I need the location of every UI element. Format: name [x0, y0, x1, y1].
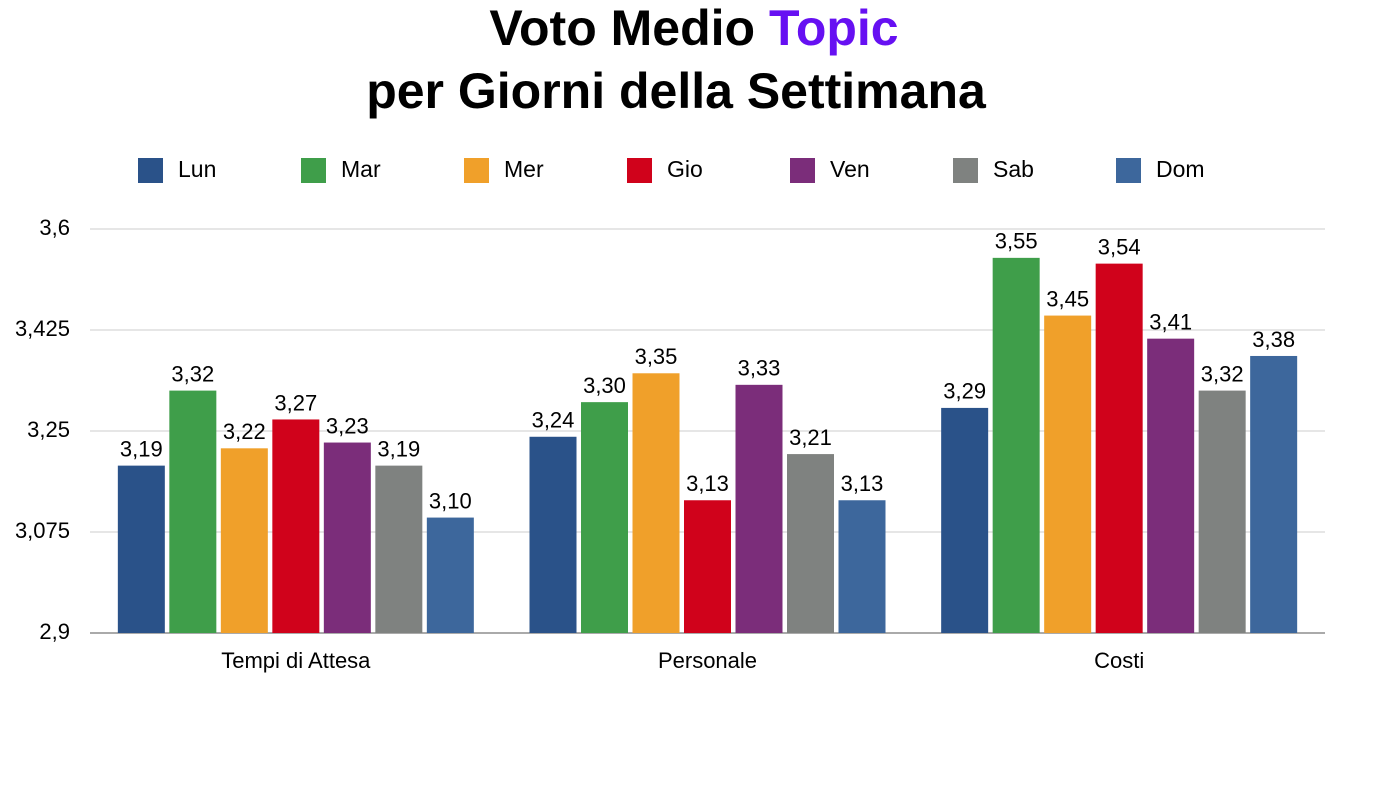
bar	[117, 465, 165, 633]
chart-subtitle: per Giorni della Settimana	[366, 63, 987, 119]
value-label: 3,45	[1046, 286, 1089, 311]
legend-label: Sab	[993, 156, 1034, 182]
x-tick-label: Costi	[1094, 648, 1144, 673]
y-tick-label: 3,425	[15, 316, 70, 341]
legend-label: Lun	[178, 156, 216, 182]
bar	[323, 442, 371, 633]
legend-swatch	[138, 158, 163, 183]
value-label: 3,13	[841, 471, 884, 496]
value-label: 3,21	[789, 425, 832, 450]
value-label: 3,24	[532, 408, 575, 433]
title-text: Voto Medio	[489, 0, 755, 56]
value-label: 3,32	[171, 361, 214, 386]
title-highlight: Topic	[769, 0, 899, 56]
value-label: 3,23	[326, 413, 369, 438]
chart-title: Voto Medio Topic	[489, 0, 898, 56]
value-label: 3,27	[274, 390, 317, 415]
y-tick-label: 3,25	[27, 417, 70, 442]
legend-swatch	[1116, 158, 1141, 183]
value-label: 3,22	[223, 419, 266, 444]
bar	[581, 402, 628, 633]
value-label: 3,32	[1201, 361, 1244, 386]
bar	[1198, 390, 1246, 633]
legend-swatch	[301, 158, 326, 183]
x-tick-label: Tempi di Attesa	[221, 648, 371, 673]
legend-label: Ven	[830, 156, 870, 182]
bar	[1147, 338, 1195, 633]
y-tick-label: 3,6	[39, 215, 70, 240]
legend-swatch	[627, 158, 652, 183]
bar	[1044, 315, 1092, 633]
legend-label: Dom	[1156, 156, 1205, 182]
bar	[375, 465, 423, 633]
value-label: 3,55	[995, 229, 1038, 254]
legend-swatch	[790, 158, 815, 183]
x-tick-label: Personale	[658, 648, 757, 673]
bar	[169, 390, 217, 633]
value-label: 3,38	[1252, 327, 1295, 352]
bar	[272, 419, 320, 633]
y-tick-label: 2,9	[39, 619, 70, 644]
value-label: 3,41	[1149, 309, 1192, 334]
legend-swatch	[953, 158, 978, 183]
value-label: 3,54	[1098, 234, 1141, 259]
value-label: 3,29	[943, 379, 986, 404]
bar	[838, 500, 886, 633]
bar	[1250, 355, 1298, 633]
bar	[992, 257, 1040, 633]
legend-swatch	[464, 158, 489, 183]
value-label: 3,19	[377, 436, 420, 461]
legend-label: Mer	[504, 156, 544, 182]
value-label: 3,33	[738, 356, 781, 381]
bar	[1095, 263, 1143, 633]
bar	[941, 407, 989, 633]
value-label: 3,19	[120, 436, 163, 461]
bar	[684, 500, 731, 633]
bar	[787, 454, 834, 633]
bar	[529, 436, 577, 633]
value-label: 3,30	[583, 373, 626, 398]
y-tick-label: 3,075	[15, 518, 70, 543]
legend-label: Gio	[667, 156, 703, 182]
bar	[220, 448, 268, 633]
bar	[426, 517, 474, 633]
bar	[735, 384, 783, 633]
value-label: 3,10	[429, 488, 472, 513]
bar	[632, 373, 680, 633]
legend-label: Mar	[341, 156, 381, 182]
value-label: 3,13	[686, 471, 729, 496]
value-label: 3,35	[635, 344, 678, 369]
